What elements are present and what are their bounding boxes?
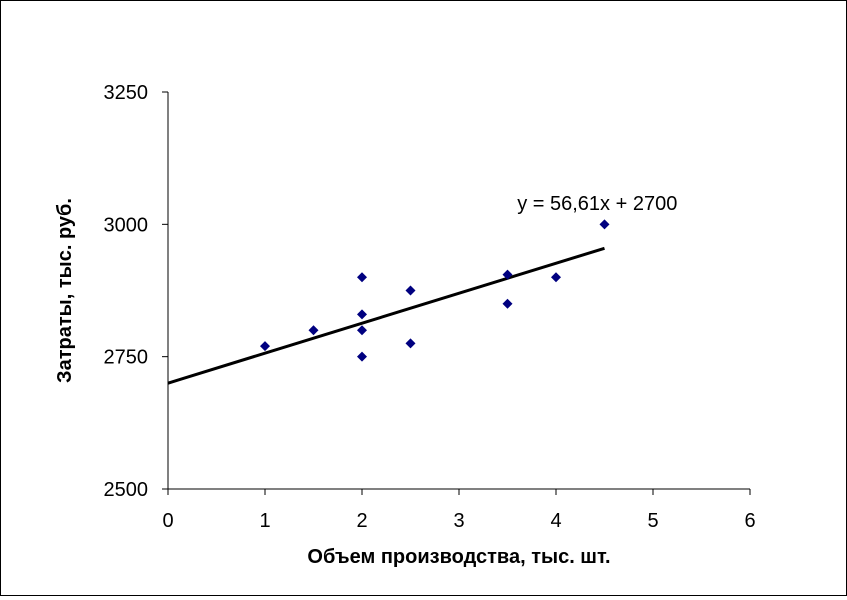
x-tick-label: 3 — [453, 510, 464, 532]
data-point — [357, 351, 367, 362]
y-tick-label: 3000 — [104, 214, 149, 236]
data-point — [551, 272, 561, 283]
y-tick-label: 2750 — [104, 347, 149, 369]
data-points — [260, 219, 610, 362]
data-point — [502, 298, 513, 309]
data-point — [357, 309, 367, 320]
x-tick-label: 0 — [162, 510, 173, 532]
data-point — [502, 269, 513, 280]
x-tick-label: 4 — [550, 510, 561, 532]
x-axis-title: Объем производства, тыс. шт. — [307, 546, 610, 568]
data-point — [599, 219, 610, 230]
y-tick-label: 3250 — [104, 82, 149, 104]
data-point — [405, 285, 416, 296]
data-point — [405, 338, 416, 349]
trendline-equation: y = 56,61x + 2700 — [517, 193, 677, 215]
axes: 2500 2750 3000 3250 0 1 2 3 4 5 6 — [104, 82, 756, 532]
data-point — [308, 325, 319, 336]
x-tick-label: 5 — [647, 510, 658, 532]
y-tick-label: 2500 — [104, 479, 149, 501]
data-point — [260, 341, 270, 352]
x-tick-label: 1 — [259, 510, 270, 532]
data-point — [357, 272, 367, 283]
x-tick-label: 2 — [356, 510, 367, 532]
y-axis-title: Затраты, тыс. руб. — [54, 198, 76, 383]
x-tick-label: 6 — [744, 510, 755, 532]
trendline — [167, 246, 605, 385]
data-point — [357, 325, 367, 336]
trendline-group — [167, 246, 605, 385]
